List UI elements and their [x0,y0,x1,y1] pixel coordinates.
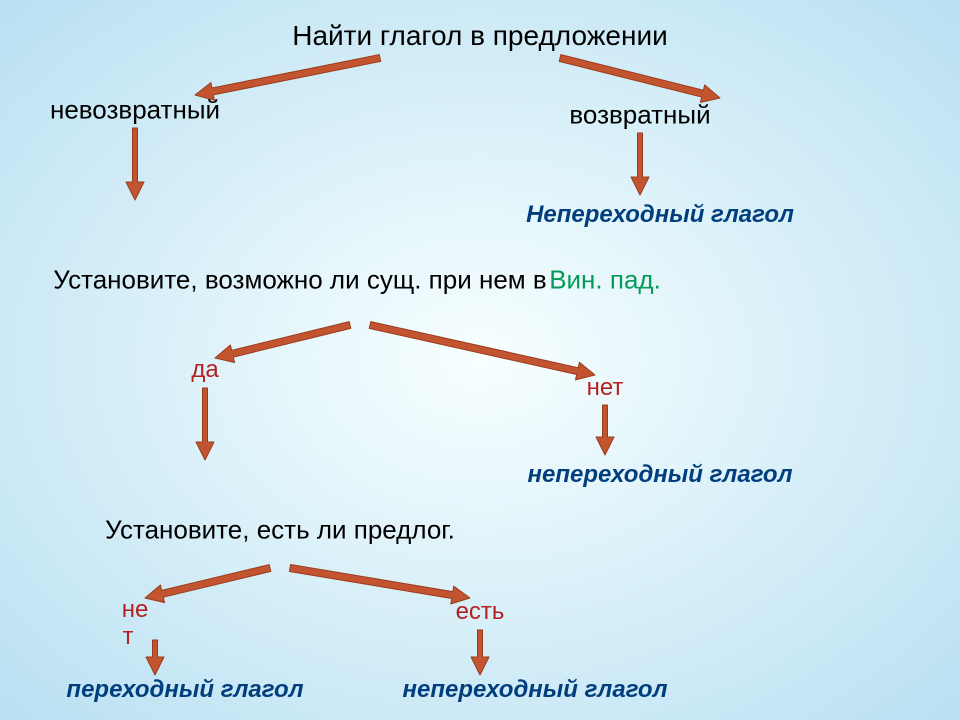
arrow [559,55,720,103]
node-vozvratny: возвратный [569,100,710,131]
arrow [195,55,381,101]
answer-net-2b: т [123,623,134,651]
node-nevozvratny: невозвратный [50,95,220,126]
node-neperekh-1: Непереходный глагол [526,201,794,229]
node-neperekh-3: непереходный глагол [403,676,668,704]
arrow [289,565,470,604]
arrow [146,640,164,675]
node-neperekh-2: непереходный глагол [528,461,793,489]
answer-est: есть [456,598,505,626]
answer-net-2a: не [122,596,149,624]
arrow [196,388,214,460]
arrow [631,133,649,195]
arrow [145,565,271,603]
node-perekh: переходный глагол [66,676,303,704]
arrow [369,322,595,380]
arrow [126,128,144,200]
answer-da: да [191,356,218,384]
question-2: Установите, есть ли предлог. [105,515,455,546]
question-1-vinpad: Вин. пад. [549,265,661,296]
question-1-main: Установите, возможно ли сущ. при нем в [53,265,546,296]
arrow [471,630,489,675]
arrow [596,405,614,455]
answer-net-1: нет [587,374,624,402]
diagram-stage: Найти глагол в предложении невозвратный … [0,0,960,720]
title: Найти глагол в предложении [292,20,668,52]
arrow [215,322,351,363]
